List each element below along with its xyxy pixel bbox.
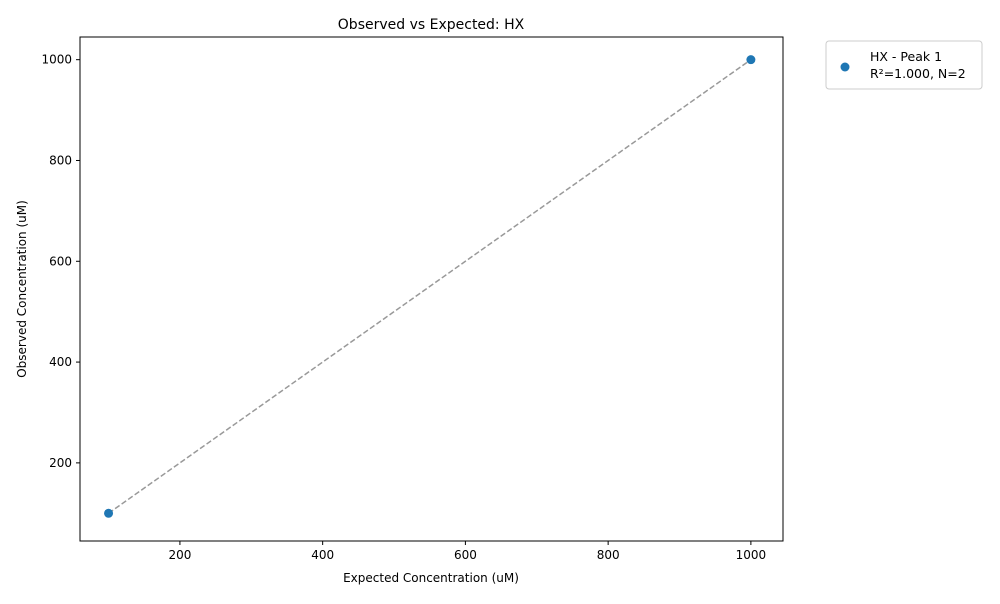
legend-marker <box>840 62 850 72</box>
x-tick-label: 1000 <box>736 548 767 562</box>
chart-title: Observed vs Expected: HX <box>338 17 525 33</box>
reference-line <box>108 59 752 514</box>
data-point <box>746 55 756 65</box>
legend-box <box>825 40 983 90</box>
x-tick-label: 400 <box>311 548 334 562</box>
x-tick-label: 600 <box>454 548 477 562</box>
y-tick-label: 200 <box>49 456 72 470</box>
legend-series-name: HX - Peak 1 <box>870 49 942 64</box>
plot-area-frame <box>79 36 784 542</box>
y-axis-ticks: 200 400 600 800 1000 <box>41 53 80 470</box>
y-tick-label: 800 <box>49 153 72 167</box>
legend-series-detail: R²=1.000, N=2 <box>870 66 966 81</box>
y-axis-label: Observed Concentration (uM) <box>15 200 29 378</box>
x-tick-label: 800 <box>597 548 620 562</box>
x-axis-label: Expected Concentration (uM) <box>343 571 519 585</box>
data-point <box>104 508 114 518</box>
y-tick-label: 400 <box>49 355 72 369</box>
reference-line-layer <box>108 59 752 514</box>
y-tick-label: 1000 <box>41 53 72 67</box>
y-tick-label: 600 <box>49 254 72 268</box>
legend: HX - Peak 1 R²=1.000, N=2 <box>825 40 983 90</box>
x-axis-ticks: 200 400 600 800 1000 <box>168 541 766 562</box>
data-points-layer <box>104 55 756 518</box>
x-tick-label: 200 <box>168 548 191 562</box>
